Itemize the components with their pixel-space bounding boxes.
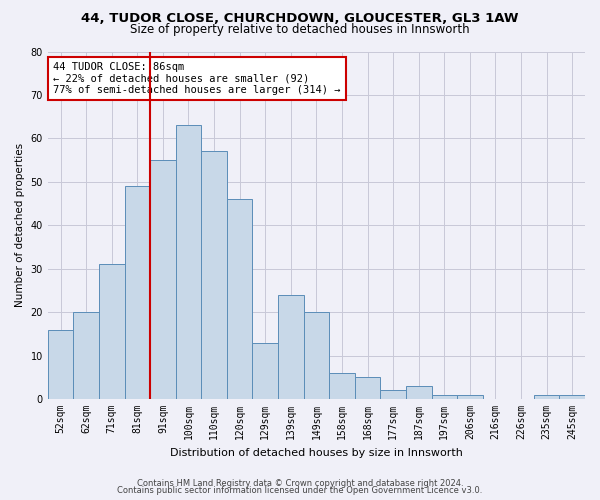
Bar xyxy=(176,126,201,399)
Bar xyxy=(253,342,278,399)
Bar xyxy=(278,295,304,399)
Text: Size of property relative to detached houses in Innsworth: Size of property relative to detached ho… xyxy=(130,22,470,36)
Bar xyxy=(201,152,227,399)
Bar xyxy=(73,312,99,399)
Bar xyxy=(48,330,73,399)
Text: 44 TUDOR CLOSE: 86sqm
← 22% of detached houses are smaller (92)
77% of semi-deta: 44 TUDOR CLOSE: 86sqm ← 22% of detached … xyxy=(53,62,341,95)
Text: Contains HM Land Registry data © Crown copyright and database right 2024.: Contains HM Land Registry data © Crown c… xyxy=(137,478,463,488)
Text: Contains public sector information licensed under the Open Government Licence v3: Contains public sector information licen… xyxy=(118,486,482,495)
X-axis label: Distribution of detached houses by size in Innsworth: Distribution of detached houses by size … xyxy=(170,448,463,458)
Bar xyxy=(380,390,406,399)
Text: 44, TUDOR CLOSE, CHURCHDOWN, GLOUCESTER, GL3 1AW: 44, TUDOR CLOSE, CHURCHDOWN, GLOUCESTER,… xyxy=(81,12,519,26)
Y-axis label: Number of detached properties: Number of detached properties xyxy=(15,143,25,308)
Bar xyxy=(99,264,125,399)
Bar xyxy=(431,394,457,399)
Bar xyxy=(355,378,380,399)
Bar xyxy=(125,186,150,399)
Bar xyxy=(329,373,355,399)
Bar xyxy=(304,312,329,399)
Bar xyxy=(406,386,431,399)
Bar xyxy=(534,394,559,399)
Bar xyxy=(150,160,176,399)
Bar xyxy=(227,199,253,399)
Bar xyxy=(559,394,585,399)
Bar xyxy=(457,394,482,399)
